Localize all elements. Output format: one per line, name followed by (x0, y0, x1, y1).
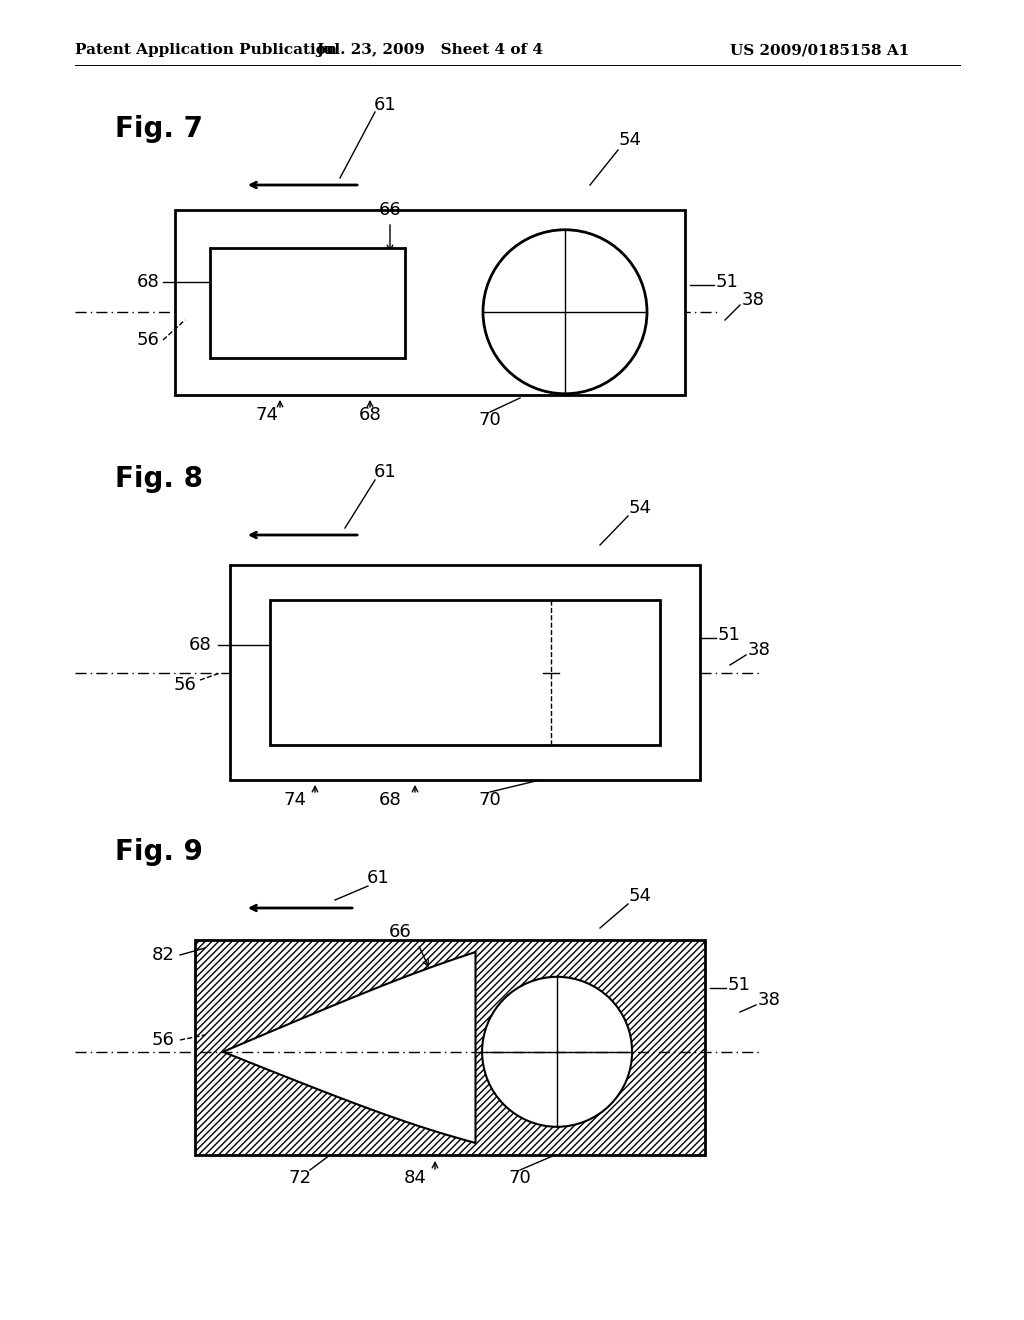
Text: 54: 54 (629, 499, 651, 517)
Text: 68: 68 (358, 407, 381, 424)
Text: Patent Application Publication: Patent Application Publication (75, 44, 337, 57)
Text: 54: 54 (629, 887, 651, 906)
Text: 56: 56 (136, 331, 160, 348)
Text: US 2009/0185158 A1: US 2009/0185158 A1 (730, 44, 909, 57)
Text: 54: 54 (618, 131, 641, 149)
Text: 56: 56 (152, 1031, 174, 1049)
Text: 38: 38 (748, 642, 771, 659)
Text: 68: 68 (188, 636, 211, 653)
Text: 61: 61 (367, 869, 389, 887)
Text: 51: 51 (716, 273, 739, 290)
Text: 74: 74 (256, 407, 279, 424)
Text: 51: 51 (718, 626, 741, 644)
Circle shape (483, 230, 647, 393)
Text: 70: 70 (509, 1170, 531, 1187)
Text: 68: 68 (379, 791, 401, 809)
Text: 56: 56 (173, 676, 197, 694)
Text: Fig. 9: Fig. 9 (115, 838, 203, 866)
Text: 66: 66 (389, 923, 412, 941)
Bar (230, 565, 700, 780)
Text: 70: 70 (478, 411, 502, 429)
Text: 61: 61 (374, 96, 396, 114)
Polygon shape (223, 952, 475, 1143)
Bar (270, 601, 660, 744)
Text: 68: 68 (136, 273, 160, 290)
Circle shape (482, 977, 632, 1127)
Text: Jul. 23, 2009   Sheet 4 of 4: Jul. 23, 2009 Sheet 4 of 4 (316, 44, 544, 57)
Text: Fig. 8: Fig. 8 (115, 465, 203, 492)
Text: 66: 66 (379, 201, 401, 219)
Text: Fig. 7: Fig. 7 (115, 115, 203, 143)
Text: 61: 61 (374, 463, 396, 480)
Text: 84: 84 (403, 1170, 426, 1187)
Bar (210, 248, 406, 358)
Text: 38: 38 (758, 991, 781, 1008)
Text: 70: 70 (478, 791, 502, 809)
Text: 82: 82 (152, 946, 174, 964)
Bar (175, 210, 685, 395)
Text: 74: 74 (284, 791, 306, 809)
Bar (195, 940, 705, 1155)
Text: 72: 72 (289, 1170, 311, 1187)
Text: 38: 38 (742, 290, 765, 309)
Text: 51: 51 (728, 975, 751, 994)
